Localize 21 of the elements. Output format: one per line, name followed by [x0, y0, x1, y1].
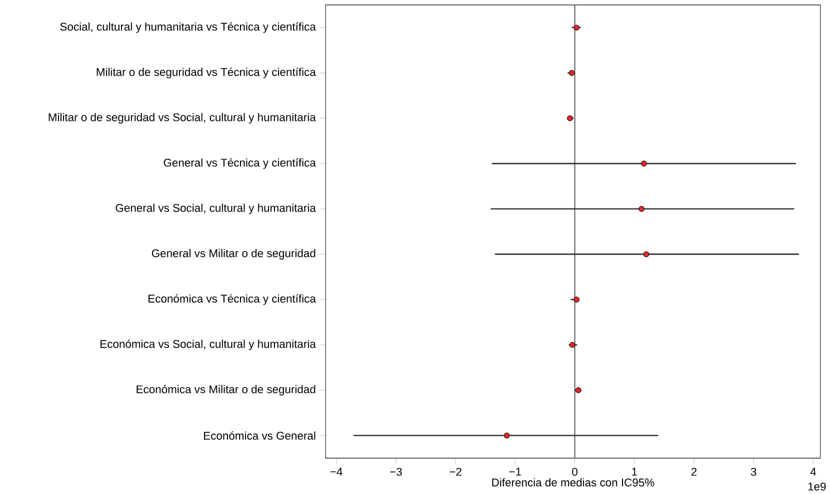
x-tick-label: 2	[691, 468, 697, 476]
y-tick-label: Económica vs Social, cultural y humanitaria	[100, 339, 316, 350]
x-tick-label: 0	[572, 468, 578, 476]
y-tick-label: General vs Técnica y científica	[164, 158, 316, 169]
x-axis-title: Diferencia de medias con IC95%	[492, 478, 654, 486]
y-tick-label: Económica vs General	[204, 431, 316, 440]
x-tick-label: −4	[330, 468, 342, 476]
x-tick-label: 4	[810, 468, 816, 476]
y-tick-label: Militar o de seguridad vs Social, cultural y humanitaria	[48, 112, 316, 124]
x-tick-label: −3	[390, 468, 402, 476]
y-tick-label: Social, cultural y humanitaria vs Técnica y científica	[60, 22, 316, 33]
y-tick-label: Económica vs Técnica y científica	[148, 294, 316, 305]
x-tick-label: 1	[632, 468, 637, 476]
y-tick-label: Militar o de seguridad vs Técnica y científica	[96, 68, 316, 78]
text: 1e9	[808, 482, 826, 490]
y-tick-label: General vs Militar o de seguridad	[152, 248, 316, 260]
x-tick-label: −1	[509, 468, 521, 476]
x-tick-label: −2	[450, 468, 462, 476]
y-tick-label: Económica vs Militar o de seguridad	[136, 384, 316, 396]
y-tick-label: General vs Social, cultural y humanitaria	[116, 204, 316, 214]
x-tick-label: 3	[750, 468, 756, 476]
